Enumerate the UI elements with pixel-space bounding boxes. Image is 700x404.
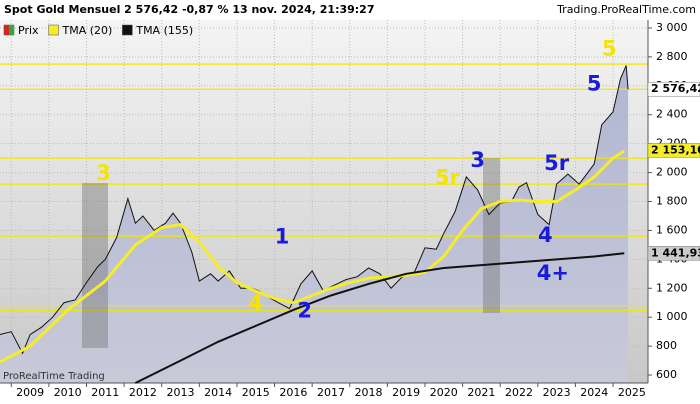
highlight-box xyxy=(483,158,500,313)
x-tick-label: 2009 xyxy=(16,386,44,399)
y-tick-label: 2 400 xyxy=(656,108,688,121)
y-tick-label: 1 200 xyxy=(656,281,688,294)
wave-label: 5r xyxy=(435,165,461,189)
header xyxy=(0,0,700,20)
price-tag-label: 2 153,10 xyxy=(651,143,700,156)
wave-label: 5 xyxy=(587,71,602,95)
x-tick-label: 2021 xyxy=(467,386,495,399)
highlight-box xyxy=(82,183,108,348)
series-line xyxy=(134,252,625,384)
wave-label: 5 xyxy=(602,37,617,61)
x-tick-label: 2024 xyxy=(580,386,608,399)
y-tick-label: 1 600 xyxy=(656,223,688,236)
legend-swatch xyxy=(9,25,14,35)
wave-label: 4+ xyxy=(537,261,569,285)
watermark: ProRealTime Trading xyxy=(3,371,105,382)
y-tick-label: 1 800 xyxy=(656,195,688,208)
y-tick-label: 2 000 xyxy=(656,166,688,179)
series-line xyxy=(0,149,626,364)
x-tick-label: 2010 xyxy=(54,386,82,399)
y-tick-label: 800 xyxy=(656,339,677,352)
x-tick-label: 2020 xyxy=(430,386,458,399)
x-tick-label: 2025 xyxy=(618,386,646,399)
wave-label: 3 xyxy=(470,148,485,172)
price-area xyxy=(0,65,629,383)
x-tick-label: 2016 xyxy=(279,386,307,399)
x-tick-label: 2011 xyxy=(91,386,119,399)
wave-label: 2 xyxy=(297,298,312,322)
source: Trading.ProRealTime.com xyxy=(556,3,696,16)
price-tag xyxy=(647,81,700,97)
x-tick-label: 2014 xyxy=(204,386,232,399)
legend-label: Prix xyxy=(18,24,39,37)
wave-label: 4 xyxy=(538,223,553,247)
wave-label: 4 xyxy=(248,291,263,315)
x-tick-label: 2019 xyxy=(392,386,420,399)
y-tick-label: 1 000 xyxy=(656,310,688,323)
legend-swatch xyxy=(48,24,59,36)
y-tick-label: 3 000 xyxy=(656,21,688,34)
legend-swatch xyxy=(122,24,133,36)
x-tick-label: 2013 xyxy=(167,386,195,399)
legend-label: TMA (20) xyxy=(62,24,113,37)
x-tick-label: 2018 xyxy=(355,386,383,399)
chart-title: Spot Gold Mensuel 2 576,42 -0,87 % 13 no… xyxy=(4,3,374,16)
x-tick-label: 2023 xyxy=(543,386,571,399)
x-tick-label: 2015 xyxy=(242,386,270,399)
price-tag-label: 2 576,42 xyxy=(651,82,700,95)
wave-label: 5r xyxy=(544,151,570,175)
price-tag-label: 1 441,93 xyxy=(651,246,700,259)
price-tag xyxy=(647,143,700,158)
y-tick-label: 2 800 xyxy=(656,50,688,63)
wave-label: 3 xyxy=(96,161,111,185)
x-tick-label: 2022 xyxy=(505,386,533,399)
legend-label: TMA (155) xyxy=(135,24,193,37)
price-tag xyxy=(647,246,700,261)
series-line xyxy=(0,65,629,355)
y-tick-label: 600 xyxy=(656,368,677,381)
x-tick-label: 2017 xyxy=(317,386,345,399)
wave-label: 1 xyxy=(275,225,290,249)
x-tick-label: 2012 xyxy=(129,386,157,399)
